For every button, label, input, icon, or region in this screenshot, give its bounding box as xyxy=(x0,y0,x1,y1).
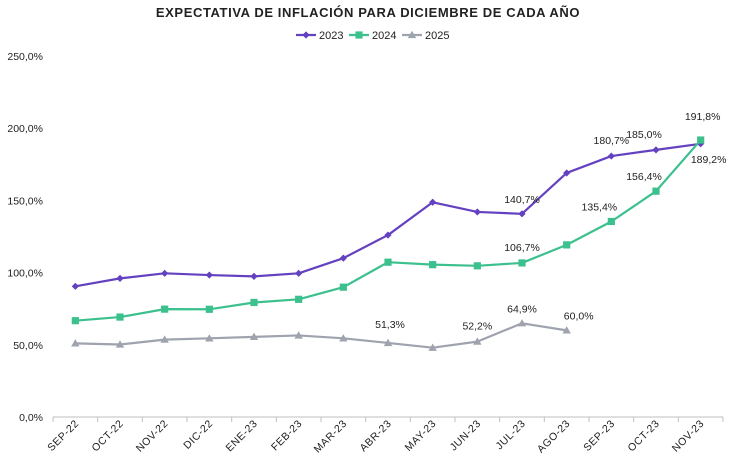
data-label: 135,4% xyxy=(582,201,618,213)
x-tick-label: OCT-23 xyxy=(626,418,663,455)
y-tick-label: 150,0% xyxy=(7,195,43,207)
data-point-2023 xyxy=(339,254,347,262)
data-point-2023 xyxy=(116,274,124,282)
x-tick-label: SEP-23 xyxy=(581,418,617,454)
data-label: 60,0% xyxy=(564,310,594,322)
x-tick-label: FEB-23 xyxy=(269,418,305,454)
data-point-2025 xyxy=(249,332,259,341)
legend-label-2023: 2023 xyxy=(319,30,343,42)
data-point-2025 xyxy=(294,331,303,339)
data-point-2024 xyxy=(652,187,660,195)
x-tick-label: NOV-22 xyxy=(134,418,171,455)
x-tick-label: MAY-23 xyxy=(403,418,439,454)
data-label: 189,2% xyxy=(691,154,727,166)
data-label: 140,7% xyxy=(504,194,540,206)
data-point-2024 xyxy=(205,305,213,313)
data-point-2023 xyxy=(250,272,258,280)
series-line-2025 xyxy=(75,322,567,349)
chart-title: EXPECTATIVA DE INFLACIÓN PARA DICIEMBRE … xyxy=(156,5,580,20)
data-point-2025 xyxy=(160,335,169,343)
data-point-2024 xyxy=(384,258,392,266)
data-point-2024 xyxy=(429,261,437,269)
data-point-2025 xyxy=(71,339,80,347)
data-point-2025 xyxy=(428,343,437,351)
data-point-2023 xyxy=(205,271,213,279)
data-point-2024 xyxy=(250,298,258,307)
y-tick-label: 100,0% xyxy=(7,268,43,280)
data-point-2024 xyxy=(339,283,347,291)
data-point-2023 xyxy=(652,146,660,154)
legend-marker-2023 xyxy=(302,31,310,39)
data-label: 52,2% xyxy=(462,321,492,333)
data-point-2024 xyxy=(71,317,79,325)
x-tick-label: AGO-23 xyxy=(535,418,573,456)
data-label: 180,7% xyxy=(594,135,630,147)
x-tick-label: JUN-23 xyxy=(448,418,484,454)
x-tick-label: ABR-23 xyxy=(358,418,395,455)
data-point-2025 xyxy=(562,326,571,334)
x-tick-label: JUL-23 xyxy=(494,418,529,453)
data-label: 185,0% xyxy=(626,129,662,141)
data-labels: 140,7% 180,7%185,0% 189,2% 106,7% 135,4% 156,… xyxy=(375,111,726,333)
data-point-2025 xyxy=(383,338,393,347)
y-axis: 0,0% 50,0% 100,0% 150,0% 200,0% 250,0% xyxy=(7,51,43,424)
y-tick-label: 0,0% xyxy=(19,412,43,424)
data-point-2024 xyxy=(518,259,526,267)
data-point-2023 xyxy=(518,210,526,218)
series-line-2024 xyxy=(75,139,702,322)
x-tick-label: ENE-23 xyxy=(224,418,261,455)
data-point-2024 xyxy=(697,136,705,144)
x-tick-label: DIC-22 xyxy=(181,418,215,452)
y-tick-label: 250,0% xyxy=(7,51,43,63)
x-tick-label: OCT-22 xyxy=(90,418,127,455)
legend-label-2025: 2025 xyxy=(425,30,449,42)
y-tick-label: 200,0% xyxy=(7,123,43,135)
data-point-2023 xyxy=(607,152,615,160)
data-point-2024 xyxy=(116,313,124,321)
data-point-2023 xyxy=(563,169,571,177)
data-point-2023 xyxy=(71,282,79,290)
data-label: 156,4% xyxy=(626,171,662,183)
data-label: 191,8% xyxy=(685,111,721,123)
data-point-2023 xyxy=(161,269,169,277)
legend: 2023 2024 2025 xyxy=(296,30,449,42)
data-point-2024 xyxy=(473,262,481,270)
data-point-2025 xyxy=(205,334,214,342)
data-point-2023 xyxy=(429,198,437,206)
data-point-2024 xyxy=(607,217,615,226)
data-label: 106,7% xyxy=(504,242,540,254)
legend-label-2024: 2024 xyxy=(372,30,396,42)
data-point-2025 xyxy=(517,319,527,327)
y-tick-label: 50,0% xyxy=(13,340,43,352)
data-point-2023 xyxy=(384,231,392,239)
data-point-2024 xyxy=(295,295,303,303)
legend-marker-2024 xyxy=(355,31,363,39)
series-lines xyxy=(71,136,705,351)
data-point-2023 xyxy=(473,208,481,216)
data-point-2025 xyxy=(339,334,348,342)
data-point-2023 xyxy=(295,269,303,277)
data-label: 64,9% xyxy=(507,303,537,315)
data-point-2024 xyxy=(563,241,571,249)
x-tick-label: NOV-23 xyxy=(670,418,707,455)
data-point-2024 xyxy=(161,305,169,313)
x-axis: SEP-22 OCT-22 NOV-22 DIC-22 ENE-23 FEB-23 MAR-… xyxy=(45,416,724,456)
x-tick-label: MAR-23 xyxy=(312,418,350,456)
data-point-2025 xyxy=(115,340,125,348)
legend-marker-2025 xyxy=(407,30,417,39)
x-tick-label: SEP-22 xyxy=(45,418,81,454)
data-point-2025 xyxy=(473,337,482,345)
data-label: 51,3% xyxy=(375,319,405,331)
